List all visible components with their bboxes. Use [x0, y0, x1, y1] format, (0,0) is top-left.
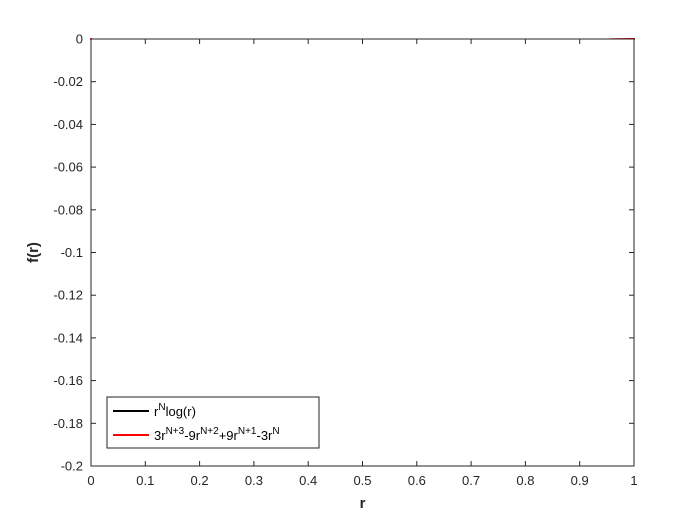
legend-text-part: r	[154, 404, 159, 419]
y-tick-label: -0.04	[53, 117, 83, 132]
y-tick-label: -0.16	[53, 373, 83, 388]
legend-text-part: +9r	[219, 428, 239, 443]
x-tick-label: 0.5	[353, 473, 371, 488]
y-tick-label: -0.14	[53, 330, 83, 345]
legend-text-part: N	[272, 426, 279, 437]
y-tick-label: -0.12	[53, 288, 83, 303]
x-tick-label: 0.7	[462, 473, 480, 488]
x-tick-label: 0.8	[516, 473, 534, 488]
y-tick-label: -0.08	[53, 202, 83, 217]
x-tick-label: 1	[630, 473, 637, 488]
y-tick-label: -0.02	[53, 74, 83, 89]
x-axis-title: r	[360, 495, 366, 512]
legend-text-part: 3r	[154, 428, 166, 443]
legend: rNlog(r)3rN+3-9rN+2+9rN+1-3rN	[106, 396, 320, 449]
y-tick-label: -0.18	[53, 416, 83, 431]
legend-text-part: N	[158, 402, 165, 413]
legend-entry-2: 3rN+3-9rN+2+9rN+1-3rN	[154, 426, 280, 443]
legend-text-part: log(r)	[166, 404, 196, 419]
y-tick-label: 0	[76, 32, 83, 47]
legend-text-part: N+1	[238, 426, 257, 437]
legend-text-part: -3r	[256, 428, 273, 443]
x-tick-label: 0.6	[408, 473, 426, 488]
x-tick-label: 0.1	[136, 473, 154, 488]
axes: 0 0.1 0.2 0.3 0.4 0.5 0.6 0.7 0.8 0.9 1 0 -0.02 -0.04…	[53, 32, 637, 489]
x-tick-label: 0.2	[191, 473, 209, 488]
x-tick-label: 0.3	[245, 473, 263, 488]
y-tick-label: -0.2	[61, 459, 83, 474]
x-tick-label: 0.9	[571, 473, 589, 488]
y-tick-label: -0.1	[61, 245, 83, 260]
y-tick-label: -0.06	[53, 160, 83, 175]
legend-box	[106, 396, 320, 449]
legend-text-part: N+2	[200, 426, 219, 437]
y-axis-title: f(r)	[25, 242, 42, 263]
legend-entry-1: rNlog(r)	[154, 402, 196, 419]
legend-text-part: N+3	[166, 426, 185, 437]
x-tick-label: 0.4	[299, 473, 317, 488]
legend-text-part: -9r	[184, 428, 201, 443]
x-tick-label: 0	[87, 473, 94, 488]
